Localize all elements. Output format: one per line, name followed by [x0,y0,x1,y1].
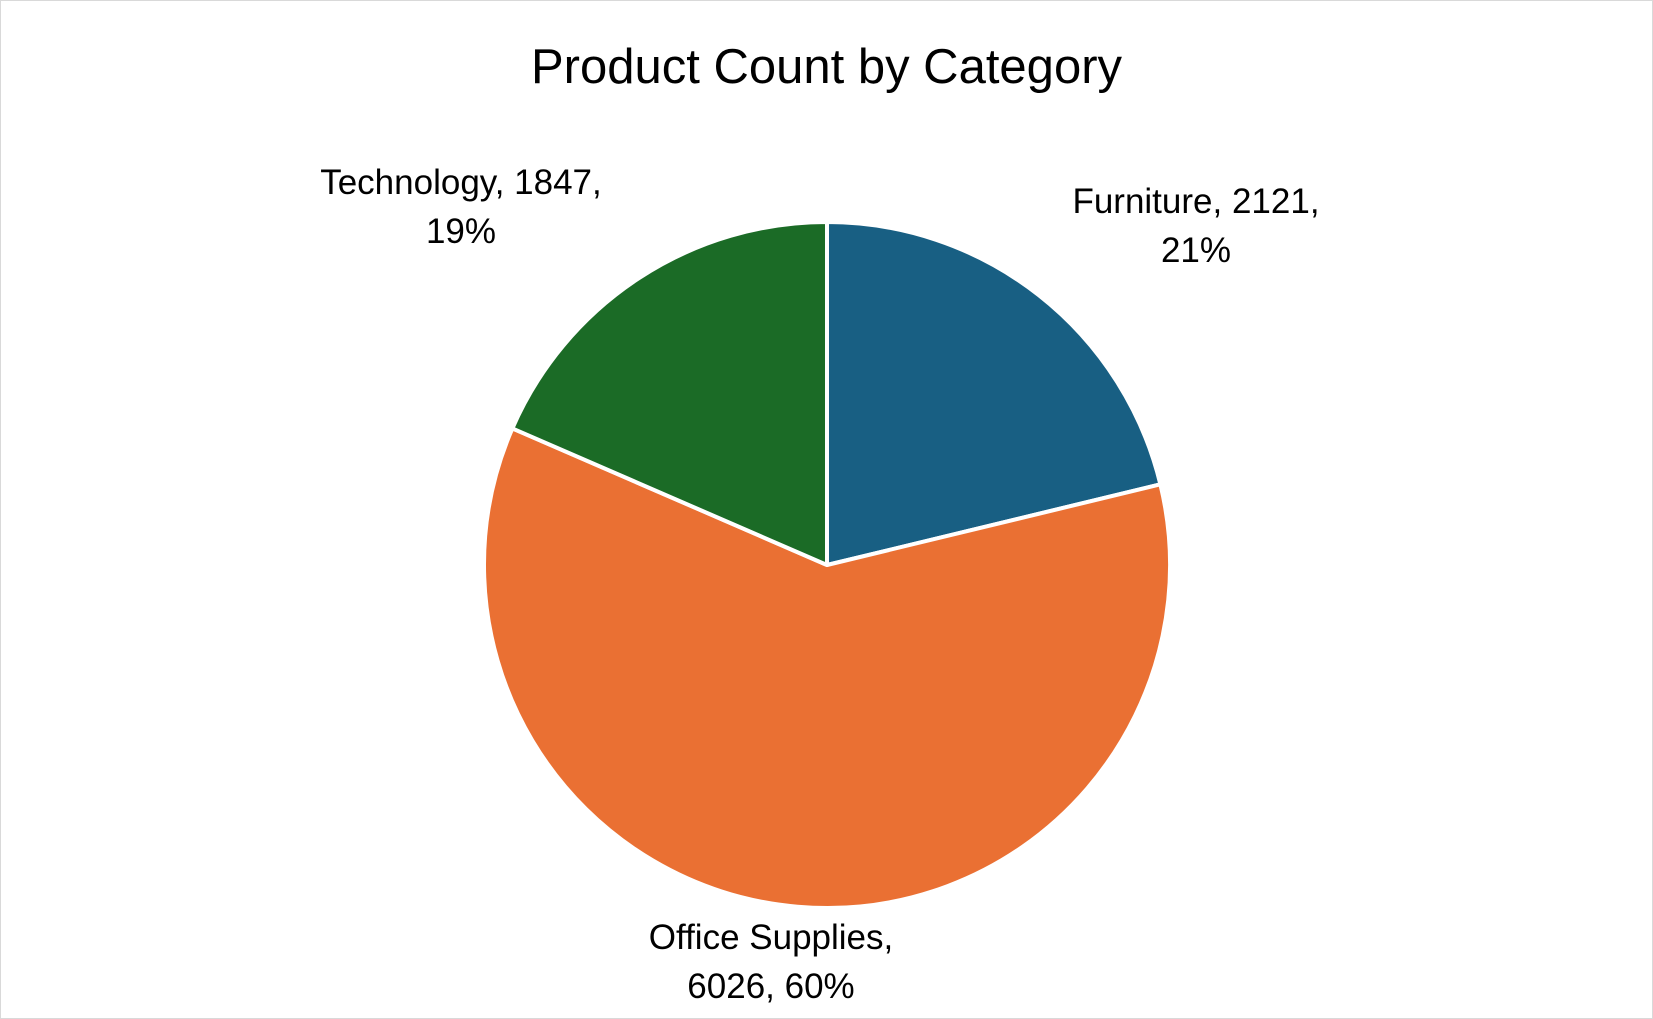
data-label-category: Technology [320,163,495,202]
data-label-category: Office Supplies [648,918,884,957]
data-label-furniture: Furniture, 2121, 21% [1072,182,1320,270]
data-label-office-supplies: Office Supplies, 6026, 60% [648,918,894,1006]
data-label-value: 1847 [514,163,593,202]
data-label-technology: Technology, 1847, 19% [320,163,602,251]
pie-slice-office-supplies [482,426,1172,910]
data-label-value: 2121 [1231,182,1310,221]
data-label-value: 6026 [687,967,766,1006]
pie-slice-furniture [825,220,1163,567]
data-label-category: Furniture [1072,182,1213,221]
data-label-percent: 60% [784,967,855,1006]
chart-title: Product Count by Category [530,40,1123,94]
data-label-percent: 21% [1160,231,1232,270]
data-label-percent: 19% [425,212,497,251]
pie-slice-technology [510,220,829,567]
pie-slices [482,220,1172,910]
